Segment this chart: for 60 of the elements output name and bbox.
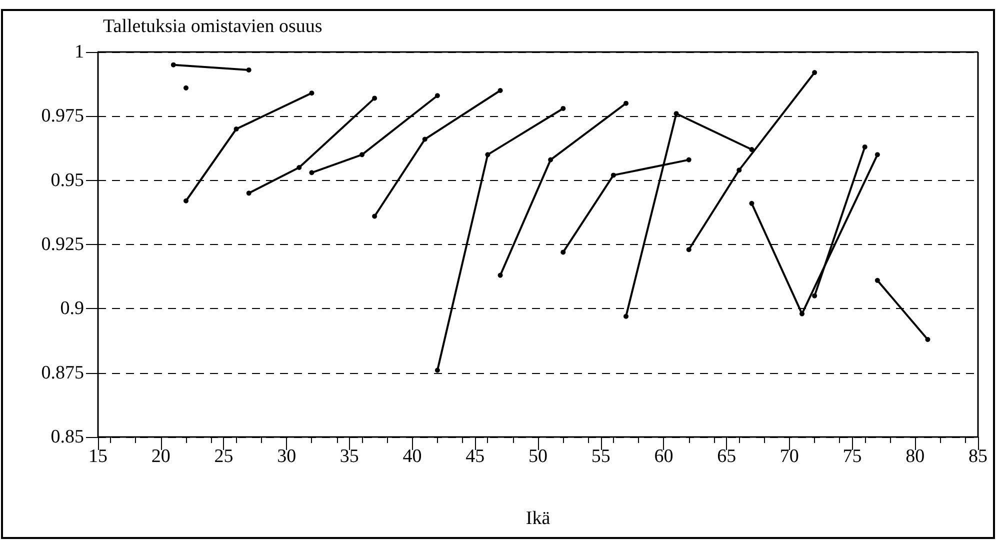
point: [674, 111, 679, 116]
point: [498, 88, 503, 93]
point: [485, 152, 490, 158]
y-tick-label: 0.95: [50, 170, 84, 191]
point: [812, 70, 818, 76]
y-tick-label: 0.975: [41, 106, 84, 127]
point: [800, 311, 804, 316]
x-tick-label: 70: [780, 446, 799, 467]
x-tick-label: 20: [151, 446, 170, 467]
point: [296, 165, 302, 170]
x-tick-label: 50: [528, 446, 548, 467]
point: [686, 247, 692, 252]
x-tick-label: 85: [968, 446, 988, 467]
point: [749, 200, 754, 206]
point: [234, 126, 239, 132]
x-tick-label: 40: [402, 446, 422, 467]
point: [812, 293, 818, 298]
point: [170, 62, 176, 68]
chart-title: Talletuksia omistavien osuus: [103, 16, 322, 37]
x-tick-label: 25: [214, 446, 234, 467]
point: [422, 136, 428, 142]
x-tick-label: 30: [277, 446, 296, 467]
point: [372, 96, 378, 101]
point: [309, 170, 314, 176]
y-tick-label: 0.875: [41, 362, 84, 384]
x-tick-label: 65: [717, 446, 736, 467]
point: [372, 214, 378, 219]
point: [749, 147, 754, 152]
x-tick-label: 75: [842, 446, 862, 467]
point: [309, 90, 314, 96]
x-tick-label: 35: [340, 446, 359, 467]
point: [736, 168, 742, 173]
point: [434, 93, 440, 98]
point: [624, 100, 628, 106]
point: [610, 172, 616, 178]
point: [925, 336, 930, 342]
point: [548, 157, 554, 162]
x-tick-label: 15: [88, 446, 108, 467]
point: [862, 144, 868, 150]
point: [560, 106, 566, 111]
point: [184, 198, 188, 204]
point: [874, 152, 880, 158]
point: [246, 67, 252, 72]
y-tick-label: 0.925: [41, 234, 84, 255]
point: [360, 152, 364, 158]
x-tick-label: 45: [466, 446, 485, 467]
x-tick-label: 55: [591, 446, 610, 467]
x-tick-label: 60: [654, 446, 674, 467]
x-axis-title: Ikä: [526, 508, 551, 529]
y-tick-label: 0.9: [60, 298, 84, 320]
point: [560, 250, 566, 255]
point: [686, 157, 692, 162]
point: [874, 278, 880, 283]
point: [624, 314, 628, 319]
point: [498, 272, 503, 278]
x-tick-label: 80: [906, 446, 925, 467]
y-tick-label: 1: [74, 42, 84, 62]
point: [434, 368, 440, 373]
y-tick-label: 0.85: [50, 426, 84, 448]
point: [246, 190, 252, 196]
